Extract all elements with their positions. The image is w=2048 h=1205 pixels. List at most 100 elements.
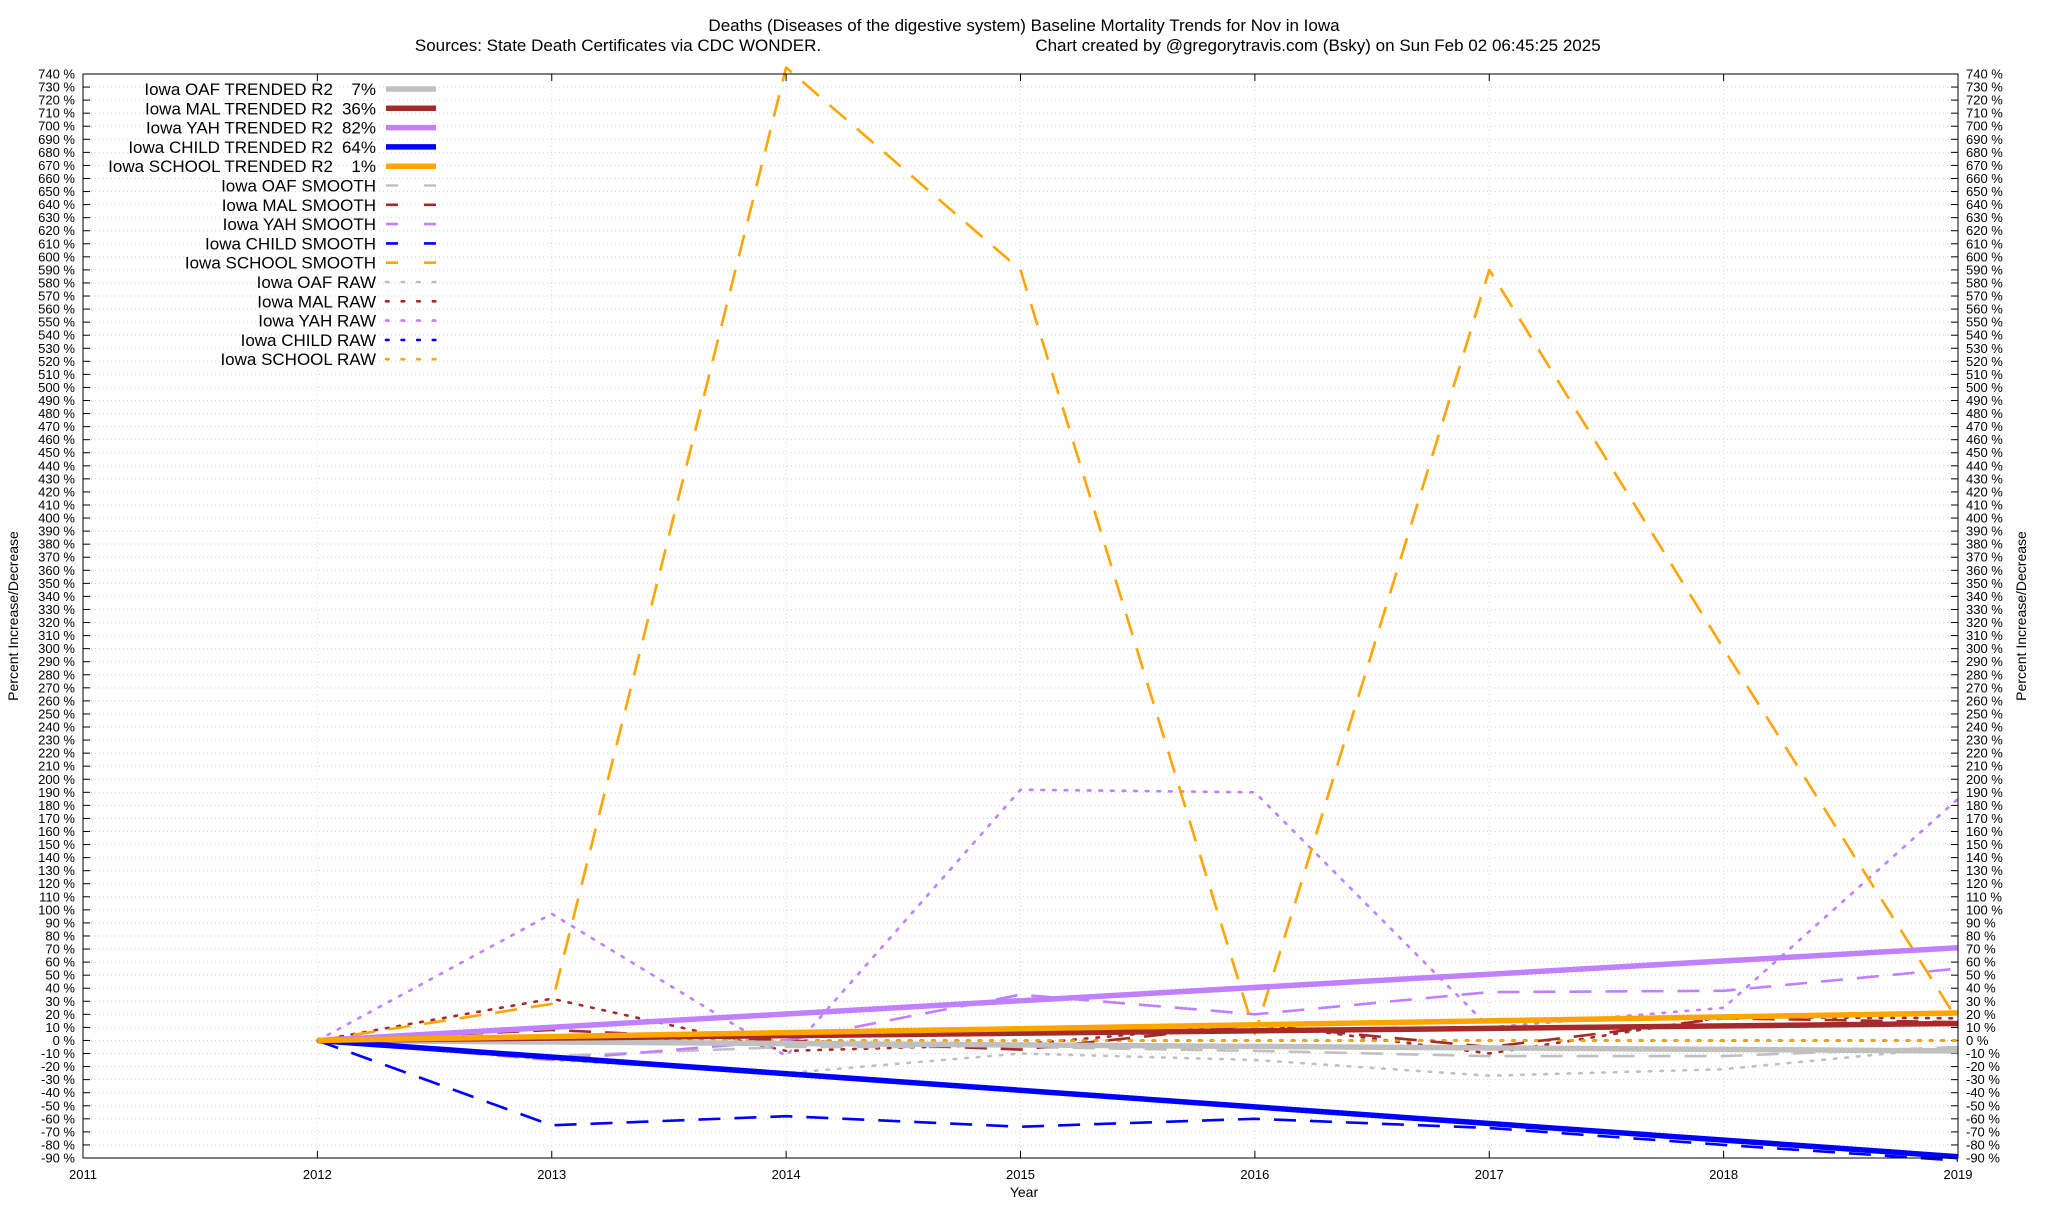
- y-tick-label-right: 560 %: [1966, 302, 2003, 317]
- y-tick-label-left: 560 %: [38, 302, 75, 317]
- y-tick-label-left: 0 %: [53, 1033, 76, 1048]
- y-tick-label-right: 300 %: [1966, 641, 2003, 656]
- y-tick-label-left: 570 %: [38, 289, 75, 304]
- y-tick-label-left: 260 %: [38, 693, 75, 708]
- y-tick-label-right: 660 %: [1966, 171, 2003, 186]
- y-tick-label-right: 430 %: [1966, 471, 2003, 486]
- y-tick-label-left: 290 %: [38, 654, 75, 669]
- y-tick-label-left: 470 %: [38, 419, 75, 434]
- y-tick-label-right: 100 %: [1966, 902, 2003, 917]
- x-tick-label: 2018: [1709, 1167, 1738, 1182]
- y-tick-label-right: 410 %: [1966, 497, 2003, 512]
- y-axis-ticks: -90 % -90 %-80 % -80 %-70 % -70 %-60 % -60 %…: [38, 67, 2003, 1166]
- y-tick-label-right: -60 %: [1966, 1111, 2000, 1126]
- y-tick-label-left: 430 %: [38, 471, 75, 486]
- y-tick-label-right: 710 %: [1966, 106, 2003, 121]
- y-tick-label-right: 10 %: [1966, 1020, 1996, 1035]
- y-tick-label-left: 690 %: [38, 132, 75, 147]
- y-tick-label-left: 420 %: [38, 484, 75, 499]
- y-tick-label-right: -80 %: [1966, 1137, 2000, 1152]
- y-tick-label-left: 360 %: [38, 563, 75, 578]
- y-tick-label-left: 640 %: [38, 197, 75, 212]
- y-tick-label-left: 210 %: [38, 759, 75, 774]
- y-tick-label-left: 130 %: [38, 863, 75, 878]
- y-tick-label-left: 620 %: [38, 223, 75, 238]
- y-tick-label-right: 80 %: [1966, 928, 1996, 943]
- legend-r2-iowa-school-trended-r2: 1%: [351, 157, 376, 176]
- y-tick-label-left: 110 %: [39, 889, 75, 904]
- series-line-iowa-yah-raw: [316, 788, 1960, 1058]
- y-tick-label-right: 280 %: [1966, 667, 2003, 682]
- legend-label-iowa-mal-raw: Iowa MAL RAW: [257, 292, 376, 311]
- y-tick-label-right: 30 %: [1966, 994, 1996, 1009]
- y-tick-label-left: -20 %: [41, 1059, 75, 1074]
- y-tick-label-right: 500 %: [1966, 380, 2003, 395]
- y-tick-label-left: 150 %: [38, 837, 75, 852]
- y-tick-label-right: 570 %: [1966, 289, 2003, 304]
- x-tick-label: 2012: [303, 1167, 332, 1182]
- y-tick-label-left: 440 %: [38, 458, 75, 473]
- y-tick-label-right: 540 %: [1966, 328, 2003, 343]
- y-tick-label-right: -40 %: [1966, 1085, 2000, 1100]
- y-tick-label-left: 180 %: [38, 798, 75, 813]
- y-tick-label-left: 190 %: [38, 785, 75, 800]
- y-tick-label-right: 380 %: [1966, 537, 2003, 552]
- legend-label-iowa-oaf-trended-r2: Iowa OAF TRENDED R2: [144, 80, 333, 99]
- y-tick-label-left: 350 %: [38, 576, 75, 591]
- x-tick-label: 2011: [69, 1167, 97, 1182]
- y-tick-label-right: 550 %: [1966, 315, 2003, 330]
- y-tick-label-right: 330 %: [1966, 602, 2003, 617]
- y-tick-label-left: -40 %: [41, 1085, 75, 1100]
- x-tick-label: 2019: [1944, 1167, 1973, 1182]
- y-tick-label-left: -70 %: [41, 1124, 75, 1139]
- y-tick-label-left: 720 %: [38, 93, 75, 108]
- y-tick-label-right: 420 %: [1966, 484, 2003, 499]
- x-tick-label: 2015: [1006, 1167, 1035, 1182]
- y-tick-label-right: -10 %: [1966, 1046, 2000, 1061]
- legend: Iowa OAF TRENDED R2 7% Iowa MAL TRENDED R2…: [108, 80, 438, 369]
- legend-label-iowa-yah-smooth: Iowa YAH SMOOTH: [223, 215, 376, 234]
- y-tick-label-left: 600 %: [38, 249, 75, 264]
- series-line-iowa-yah-trended-r2: [317, 944, 1959, 1044]
- y-tick-label-left: 280 %: [38, 667, 75, 682]
- chart-title: Deaths (Diseases of the digestive system…: [708, 16, 1340, 35]
- y-tick-label-right: 40 %: [1966, 981, 1996, 996]
- legend-label-iowa-yah-raw: Iowa YAH RAW: [258, 312, 376, 331]
- y-tick-label-right: 150 %: [1966, 837, 2003, 852]
- y-tick-label-right: 50 %: [1966, 968, 1996, 983]
- y-tick-label-left: 240 %: [38, 720, 75, 735]
- y-tick-label-right: 680 %: [1966, 145, 2003, 160]
- legend-r2-iowa-mal-trended-r2: 36%: [342, 99, 376, 118]
- y-tick-label-right: 590 %: [1966, 262, 2003, 277]
- legend-r2-iowa-oaf-trended-r2: 7%: [351, 80, 376, 99]
- y-tick-label-right: 270 %: [1966, 680, 2003, 695]
- y-tick-label-right: 390 %: [1966, 524, 2003, 539]
- y-axis-label-left: Percent Increase/Decrease: [5, 531, 21, 701]
- series-line-iowa-child-smooth: [316, 1039, 1959, 1162]
- y-tick-label-right: 250 %: [1966, 706, 2003, 721]
- y-tick-label-right: 470 %: [1966, 419, 2003, 434]
- series-line-iowa-school-smooth: [317, 66, 1960, 1042]
- y-tick-label-right: 700 %: [1966, 119, 2003, 134]
- y-tick-label-left: 250 %: [38, 706, 75, 721]
- y-tick-label-left: 480 %: [38, 406, 75, 421]
- y-tick-label-right: 370 %: [1966, 550, 2003, 565]
- series-line-iowa-oaf-smooth: [317, 1039, 1959, 1058]
- y-tick-label-left: 490 %: [38, 393, 75, 408]
- y-tick-label-right: 60 %: [1966, 955, 1996, 970]
- y-tick-label-right: 740 %: [1966, 67, 2003, 82]
- y-tick-label-left: 170 %: [38, 811, 75, 826]
- y-tick-label-right: -90 %: [1966, 1151, 2000, 1166]
- y-tick-label-left: 550 %: [38, 315, 75, 330]
- y-tick-label-left: 580 %: [38, 275, 75, 290]
- x-tick-label: 2017: [1475, 1167, 1504, 1182]
- legend-label-iowa-school-smooth: Iowa SCHOOL SMOOTH: [185, 254, 376, 273]
- y-tick-label-left: 650 %: [38, 184, 75, 199]
- y-tick-label-right: 610 %: [1966, 236, 2003, 251]
- y-tick-label-right: 20 %: [1966, 1007, 1996, 1022]
- y-tick-label-right: 70 %: [1966, 942, 1996, 957]
- y-tick-label-left: 230 %: [38, 733, 75, 748]
- y-tick-label-right: 400 %: [1966, 511, 2003, 526]
